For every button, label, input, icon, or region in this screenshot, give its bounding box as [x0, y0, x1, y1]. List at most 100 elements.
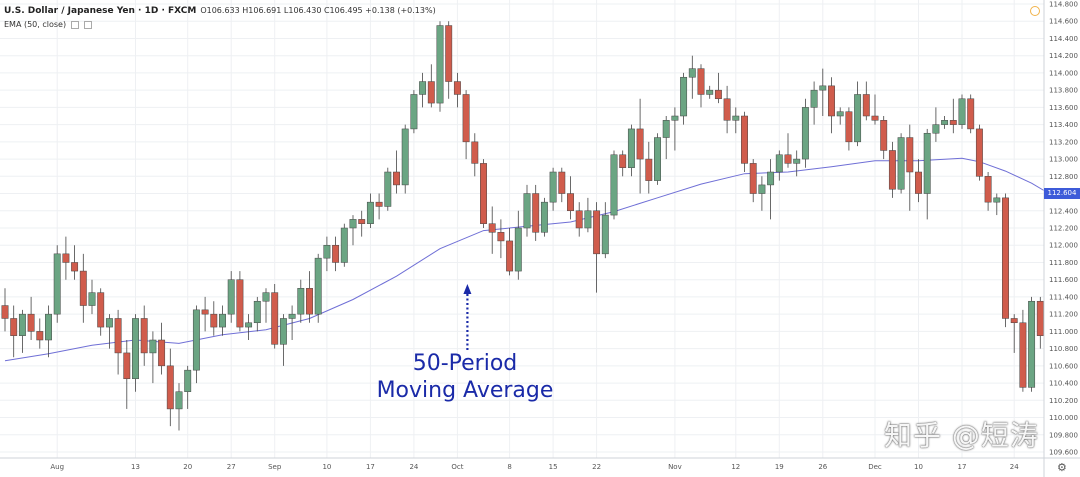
candle-body [993, 197, 1001, 203]
candle [436, 21, 444, 112]
candle-body [427, 81, 435, 104]
candle [819, 68, 827, 116]
candle [871, 94, 879, 125]
candle [1036, 296, 1044, 349]
x-tick-label: 20 [183, 463, 192, 471]
y-tick-label: 109.600 [1049, 449, 1078, 457]
candle [480, 159, 487, 228]
y-tick-label: 110.800 [1049, 345, 1078, 353]
candle [88, 279, 96, 315]
y-tick-label: 114.600 [1049, 18, 1078, 26]
candle-body [105, 318, 113, 328]
candle [332, 236, 340, 272]
candle [236, 271, 244, 332]
candle [923, 128, 931, 220]
candle-body [836, 111, 844, 117]
grid [0, 0, 1044, 458]
candle [140, 305, 148, 366]
candle-body [323, 244, 331, 259]
candle-body [262, 292, 270, 302]
candle-body [801, 107, 809, 160]
x-tick-label: 26 [818, 463, 827, 471]
candle [932, 107, 940, 142]
circle-icon[interactable] [1030, 6, 1040, 16]
candle [10, 305, 18, 358]
x-tick-label: 24 [1010, 463, 1019, 471]
candle-body [697, 68, 705, 95]
candle-body [375, 201, 383, 207]
x-tick-label: 24 [409, 463, 418, 471]
candle-body [210, 313, 218, 328]
candle [984, 172, 992, 211]
candle-body [558, 171, 566, 194]
candle-body [192, 309, 200, 371]
candle-body [654, 137, 661, 181]
candle [18, 309, 26, 353]
candle-body [906, 137, 914, 173]
candle-body [775, 154, 783, 173]
candle-body [680, 76, 688, 117]
x-tick-label: Aug [50, 463, 64, 471]
candle-body [688, 68, 696, 78]
candle-body [288, 313, 296, 319]
candle-body [627, 128, 635, 168]
candle [497, 219, 505, 259]
x-tick-label: 13 [131, 463, 140, 471]
candle-body [593, 210, 601, 255]
candle [601, 202, 609, 259]
candle [749, 159, 757, 203]
y-tick-label: 113.800 [1049, 87, 1078, 95]
candle-body [932, 124, 940, 134]
annotation-line-1: 50-Period [412, 351, 518, 376]
candle-body [10, 318, 18, 336]
candle-body [610, 154, 618, 216]
candle [975, 124, 983, 181]
x-tick-label: 19 [775, 463, 784, 471]
y-tick-label: 111.000 [1049, 328, 1078, 336]
candle-body [27, 313, 35, 332]
candle-body [201, 309, 209, 315]
candle [227, 271, 235, 323]
candle-body [923, 132, 931, 194]
candle [697, 64, 705, 108]
symbol-title: U.S. Dollar / Japanese Yen · 1D · FXCM [4, 6, 197, 16]
candle-body [619, 154, 627, 168]
candle [558, 167, 566, 203]
candle-body [601, 214, 609, 255]
x-tick-label: Sep [268, 463, 282, 471]
candle [993, 193, 1001, 216]
y-tick-label: 114.000 [1049, 69, 1078, 77]
candle [619, 150, 627, 177]
candle-body [584, 210, 592, 229]
candle [784, 133, 792, 168]
candle [915, 159, 922, 203]
candles [1, 21, 1044, 431]
candle [210, 301, 218, 336]
candle-body [436, 25, 444, 104]
gear-icon[interactable]: ⚙ [1057, 462, 1067, 474]
candle-body [175, 391, 183, 410]
candle [593, 202, 601, 293]
candle [132, 314, 139, 392]
candle-body [236, 279, 244, 328]
x-tick-label: 12 [731, 463, 740, 471]
candle-body [671, 115, 679, 121]
y-tick-label: 110.400 [1049, 380, 1078, 388]
indicator-settings-button[interactable] [71, 21, 80, 29]
candle [279, 314, 287, 366]
candle-body [497, 232, 505, 242]
candle-body [401, 128, 409, 186]
candle [793, 150, 801, 177]
candle-body [741, 115, 748, 164]
candle [45, 305, 52, 358]
candle [445, 21, 453, 99]
candle [71, 245, 79, 280]
candle-body [88, 292, 96, 306]
candle [828, 77, 835, 134]
candle-body [393, 171, 400, 186]
candle [610, 150, 618, 220]
indicator-remove-button[interactable] [84, 21, 93, 29]
annotation-line-2: Moving Average [376, 378, 554, 403]
candle [741, 111, 748, 172]
y-tick-label: 110.000 [1049, 414, 1078, 422]
